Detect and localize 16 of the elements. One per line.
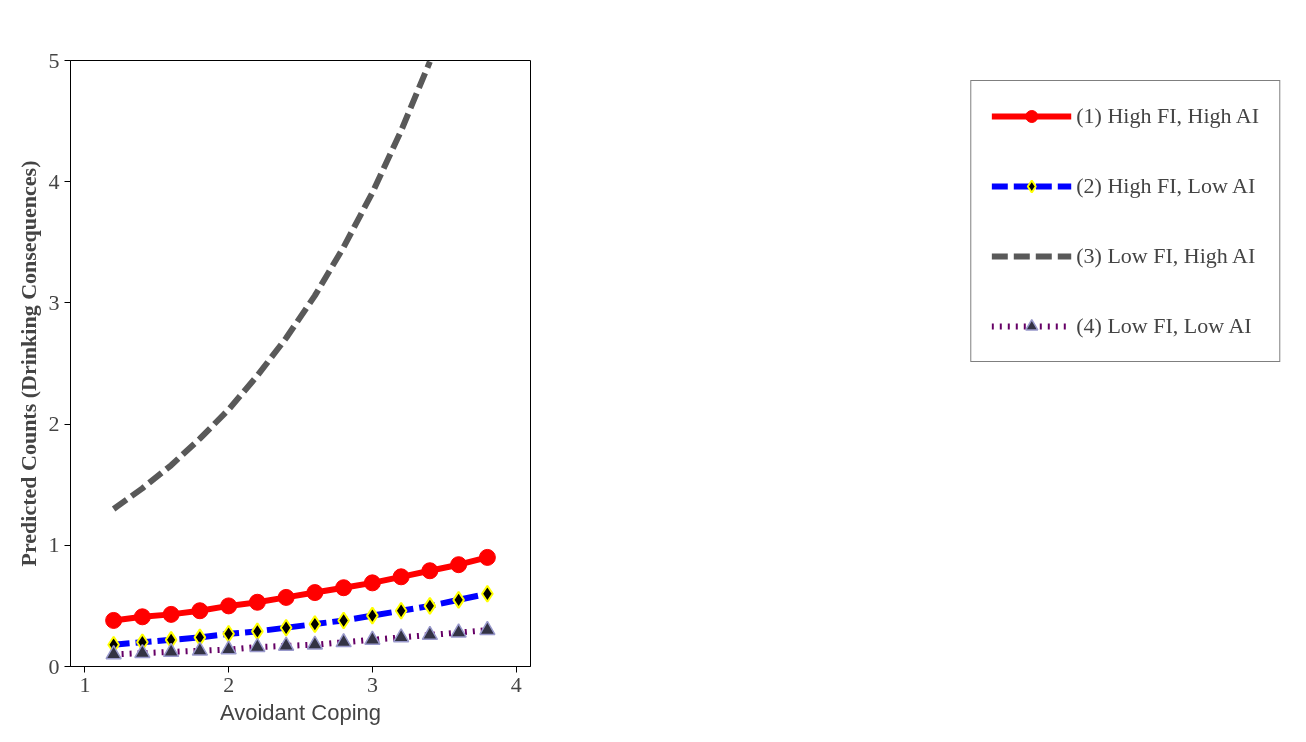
legend-label: (1) High FI, High AI: [1076, 103, 1259, 129]
x-axis-title: Avoidant Coping: [219, 699, 382, 725]
legend-label: (2) High FI, Low AI: [1076, 173, 1256, 199]
y-tick-label: 3: [48, 289, 60, 315]
y-tick-label: 2: [48, 411, 60, 437]
y-tick-label: 4: [48, 168, 60, 194]
x-tick-label: 4: [510, 671, 522, 697]
x-tick-label: 3: [366, 671, 378, 697]
y-tick-label: 5: [48, 47, 60, 73]
x-tick-label: 1: [79, 671, 91, 697]
y-tick-label: 0: [48, 653, 60, 679]
legend-label: (3) Low FI, High AI: [1076, 243, 1256, 269]
y-tick-label: 1: [48, 532, 60, 558]
y-axis-title: Predicted Counts (Drinking Consequences): [15, 160, 41, 567]
legend-label: (4) Low FI, Low AI: [1076, 313, 1252, 339]
x-tick-label: 2: [223, 671, 235, 697]
